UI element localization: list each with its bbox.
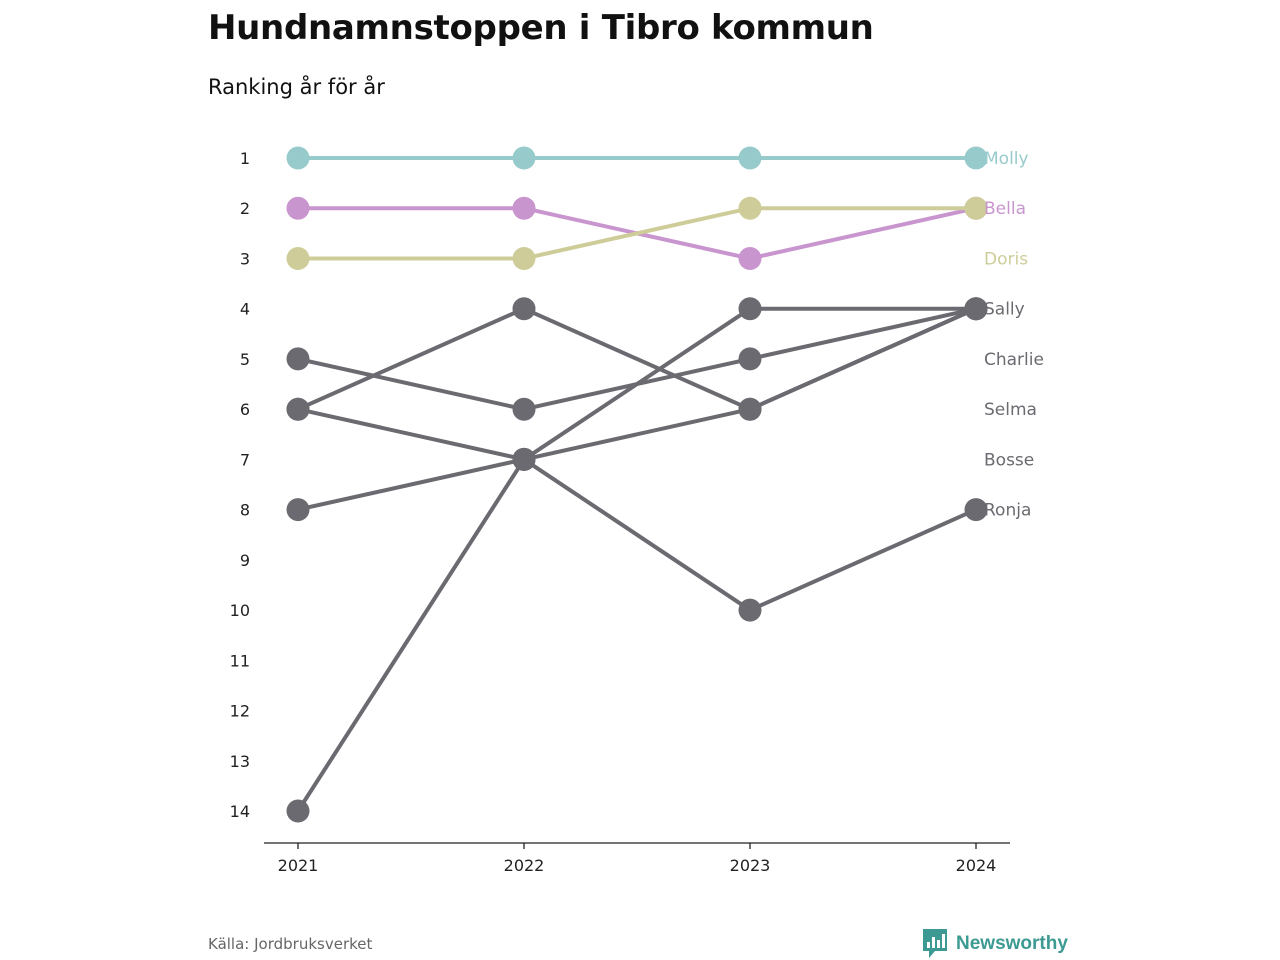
x-tick-label-2022: 2022 <box>504 856 545 875</box>
x-tick-label-2021: 2021 <box>278 856 319 875</box>
series-points <box>286 146 988 823</box>
point-molly-2024 <box>964 146 988 170</box>
y-tick-label-12: 12 <box>230 702 250 721</box>
end-label-sally: Sally <box>984 300 1025 320</box>
point-bosse-2023 <box>738 397 762 421</box>
end-label-ronja: Ronja <box>984 501 1031 521</box>
end-label-charlie: Charlie <box>984 350 1044 370</box>
source-note: Källa: Jordbruksverket <box>208 935 373 953</box>
point-bosse-2024 <box>964 297 988 321</box>
point-molly-2021 <box>286 146 310 170</box>
point-doris-2022 <box>512 247 536 270</box>
point-ronja-2022 <box>512 447 536 471</box>
point-molly-2022 <box>512 146 536 170</box>
point-ronja-2021 <box>286 397 310 421</box>
point-bella-2021 <box>286 196 310 220</box>
x-tick-label-2023: 2023 <box>730 856 771 875</box>
y-tick-label-7: 7 <box>240 450 250 469</box>
point-sally-2023 <box>738 297 762 321</box>
x-axis: 2021 2022 2023 2024 <box>264 842 1010 875</box>
y-tick-label-1: 1 <box>240 149 250 168</box>
chart-subtitle: Ranking år för år <box>208 75 385 99</box>
y-tick-label-13: 13 <box>230 752 250 771</box>
series-end-labels: Molly Bella Doris Sally Charlie Selma Bosse Ron… <box>984 149 1044 521</box>
y-tick-label-3: 3 <box>240 250 250 269</box>
end-label-molly: Molly <box>984 149 1029 169</box>
series-line-doris <box>296 206 978 261</box>
point-selma-2022 <box>512 397 536 421</box>
end-label-selma: Selma <box>984 400 1037 420</box>
end-label-doris: Doris <box>984 250 1028 270</box>
brand-name: Newsworthy <box>956 933 1068 954</box>
point-selma-2021 <box>286 347 310 371</box>
chart-title: Hundnamnstoppen i Tibro kommun <box>208 8 874 48</box>
y-tick-label-10: 10 <box>230 601 250 620</box>
y-tick-label-8: 8 <box>240 501 250 520</box>
bar-chart-speech-bubble-icon <box>923 929 947 958</box>
point-bella-2023 <box>738 247 762 270</box>
point-bosse-2021 <box>286 498 310 522</box>
point-charlie-2022 <box>512 297 536 321</box>
x-tick-label-2024: 2024 <box>956 856 997 875</box>
y-tick-label-4: 4 <box>240 300 250 319</box>
point-doris-2023 <box>738 196 762 220</box>
point-doris-2024 <box>964 196 988 220</box>
y-tick-label-6: 6 <box>240 400 250 419</box>
y-tick-label-9: 9 <box>240 551 250 570</box>
series-lines <box>296 156 978 813</box>
point-selma-2023 <box>738 347 762 371</box>
point-bella-2022 <box>512 196 536 220</box>
series-line-charlie <box>296 306 978 412</box>
y-tick-label-14: 14 <box>230 802 250 821</box>
y-tick-label-2: 2 <box>240 199 250 218</box>
end-label-bosse: Bosse <box>984 450 1034 470</box>
brand-logo[interactable]: Newsworthy <box>922 928 1068 960</box>
point-sally-2021 <box>286 799 310 823</box>
point-doris-2021 <box>286 247 310 270</box>
series-line-ronja <box>296 407 978 613</box>
end-label-bella: Bella <box>984 199 1026 219</box>
series-line-selma <box>296 306 978 412</box>
point-ronja-2023 <box>738 598 762 622</box>
y-tick-label-5: 5 <box>240 350 250 369</box>
point-molly-2023 <box>738 146 762 170</box>
point-ronja-2024 <box>964 498 988 522</box>
series-line-bosse <box>296 306 978 512</box>
y-tick-label-11: 11 <box>230 651 250 670</box>
